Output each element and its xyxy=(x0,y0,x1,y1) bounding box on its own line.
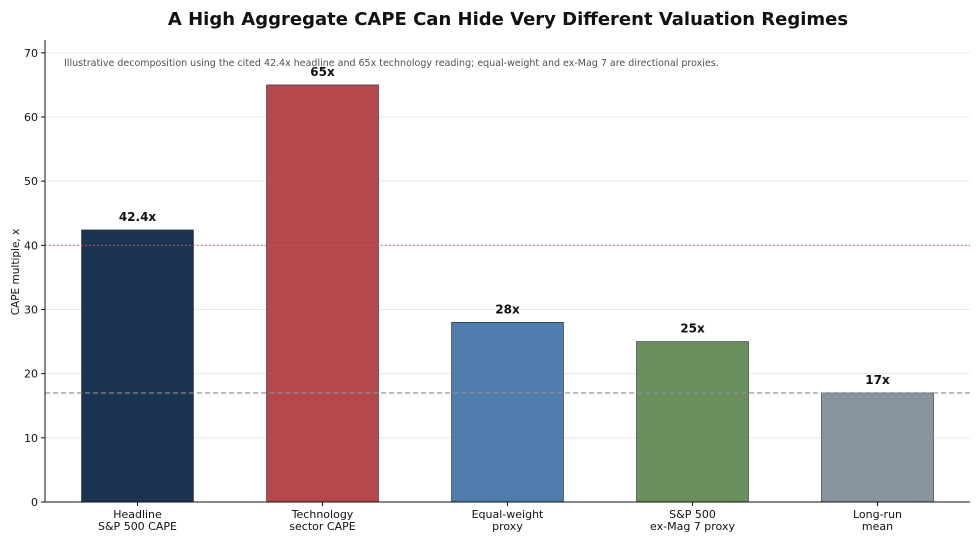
y-tick-label: 20 xyxy=(24,368,38,381)
x-tick-label: S&P 500 xyxy=(669,508,716,521)
data-label: 17x xyxy=(865,373,890,387)
x-tick-label: Equal-weight xyxy=(472,508,544,521)
y-tick-label: 60 xyxy=(24,111,38,124)
bar xyxy=(636,341,749,503)
chart-subtitle: Illustrative decomposition using the cit… xyxy=(64,58,719,69)
y-tick-label: 10 xyxy=(24,432,38,445)
y-tick-label: 50 xyxy=(24,175,38,188)
x-tick-label: proxy xyxy=(492,520,523,533)
x-tick-label: sector CAPE xyxy=(289,520,355,533)
bar xyxy=(821,392,934,503)
bar xyxy=(266,84,379,503)
data-label: 42.4x xyxy=(119,210,157,224)
data-label: 28x xyxy=(495,302,520,316)
x-tick-label: ex-Mag 7 proxy xyxy=(650,520,735,533)
x-tick-label: Technology xyxy=(291,508,354,521)
x-tick-label: Headline xyxy=(113,508,162,521)
x-tick-label: Long-run xyxy=(853,508,902,521)
chart-title: A High Aggregate CAPE Can Hide Very Diff… xyxy=(168,9,848,30)
y-axis-label: CAPE multiple, x xyxy=(10,229,22,316)
y-tick-label: 0 xyxy=(31,496,38,509)
bar xyxy=(451,322,564,503)
y-tick-label: 40 xyxy=(24,239,38,252)
y-tick-label: 70 xyxy=(24,47,38,60)
data-label: 65x xyxy=(310,65,335,79)
y-tick-label: 30 xyxy=(24,304,38,317)
bar xyxy=(81,229,194,503)
x-tick-label: S&P 500 CAPE xyxy=(98,520,177,533)
data-label: 25x xyxy=(680,322,705,336)
x-tick-label: mean xyxy=(862,520,893,533)
